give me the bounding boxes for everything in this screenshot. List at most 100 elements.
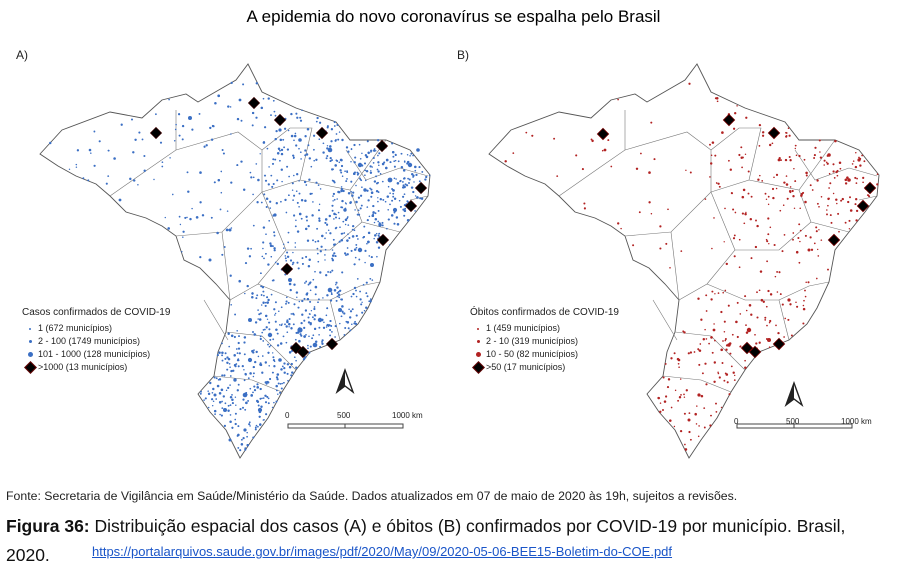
dot-icon: [28, 340, 32, 343]
municipality-dot: [338, 240, 341, 243]
municipality-dot: [402, 195, 405, 198]
municipality-dot: [313, 314, 316, 317]
municipality-dot: [379, 198, 382, 201]
municipality-dot: [338, 217, 341, 220]
municipality-dot: [401, 186, 405, 189]
municipality-dot: [265, 252, 267, 255]
municipality-dot: [854, 203, 857, 206]
municipality-dot: [553, 137, 556, 140]
municipality-dot: [291, 263, 294, 266]
municipality-dot: [355, 246, 358, 249]
municipality-dot: [216, 231, 219, 235]
municipality-dot: [341, 199, 344, 203]
municipality-dot: [221, 407, 224, 409]
municipality-dot: [402, 169, 406, 172]
municipality-dot: [709, 424, 712, 427]
municipality-dot: [829, 182, 832, 185]
diamond-icon: [23, 361, 37, 374]
municipality-dot: [250, 176, 253, 179]
municipality-dot: [331, 254, 335, 257]
municipality-dot: [199, 201, 202, 204]
municipality-dot: [341, 305, 344, 308]
municipality-dot: [314, 285, 318, 289]
municipality-dot: [785, 175, 788, 177]
municipality-dot: [372, 205, 375, 208]
municipality-dot: [286, 165, 289, 168]
municipality-dot: [230, 303, 233, 306]
municipality-dot: [346, 253, 349, 256]
municipality-dot: [683, 412, 686, 415]
municipality-dot: [723, 320, 726, 323]
municipality-dot: [288, 194, 290, 197]
municipality-dot: [303, 297, 306, 300]
municipality-dot: [252, 372, 255, 375]
municipality-dot: [256, 386, 259, 389]
scale-a-mid: 500: [337, 411, 351, 420]
municipality-dot: [175, 123, 177, 126]
municipality-dot: [392, 189, 395, 192]
municipality-dot: [354, 209, 356, 211]
municipality-dot: [381, 162, 385, 166]
municipality-dot: [811, 189, 814, 191]
municipality-dot: [246, 444, 249, 447]
municipality-dot: [836, 174, 839, 177]
municipality-dot: [669, 267, 671, 269]
municipality-dot: [266, 380, 269, 383]
municipality-dot: [265, 197, 269, 201]
municipality-dot: [277, 382, 280, 385]
source-link[interactable]: https://portalarquivos.saude.gov.br/imag…: [92, 544, 673, 559]
municipality-dot: [244, 447, 247, 450]
municipality-dot: [262, 301, 265, 304]
municipality-dot: [260, 304, 263, 306]
municipality-dot: [182, 236, 184, 238]
municipality-dot: [790, 334, 793, 337]
municipality-dot: [708, 342, 710, 345]
municipality-dot: [272, 245, 274, 247]
municipality-dot: [231, 398, 234, 401]
municipality-dot: [848, 228, 851, 230]
municipality-dot: [317, 301, 319, 303]
municipality-dot: [421, 170, 424, 173]
municipality-dot: [215, 398, 218, 400]
municipality-dot: [269, 378, 272, 380]
municipality-dot: [307, 144, 310, 147]
municipality-dot: [353, 248, 357, 251]
municipality-dot: [315, 120, 318, 123]
municipality-dot: [344, 170, 346, 173]
municipality-dot: [298, 192, 301, 195]
municipality-dot: [251, 111, 255, 115]
municipality-dot: [215, 377, 218, 380]
municipality-dot: [234, 313, 236, 316]
municipality-dot: [236, 117, 240, 121]
municipality-dot: [394, 153, 397, 156]
municipality-dot: [182, 230, 185, 233]
municipality-dot: [258, 415, 261, 418]
municipality-dot: [844, 221, 847, 224]
municipality-dot: [341, 310, 344, 313]
municipality-dot: [361, 311, 364, 314]
municipality-dot: [209, 381, 212, 385]
municipality-dot: [794, 180, 797, 183]
municipality-dot: [336, 292, 339, 294]
municipality-dot: [312, 278, 315, 281]
municipality-dot: [282, 243, 285, 246]
panel-a-label: A): [16, 48, 28, 62]
municipality-dot: [590, 138, 593, 141]
municipality-dot: [312, 134, 316, 137]
municipality-dot: [219, 208, 222, 211]
municipality-dot: [236, 352, 239, 354]
municipality-dot: [373, 149, 376, 152]
municipality-dot: [710, 414, 712, 417]
municipality-dot: [274, 158, 277, 161]
municipality-dot: [314, 270, 316, 273]
municipality-dot: [311, 192, 313, 195]
municipality-dot: [143, 169, 146, 172]
municipality-dot: [296, 116, 299, 119]
municipality-dot: [256, 201, 259, 204]
municipality-dot: [744, 212, 747, 216]
municipality-dot: [531, 134, 534, 137]
municipality-dot: [336, 198, 339, 200]
deaths-points: [504, 82, 879, 451]
municipality-dot: [802, 307, 806, 311]
municipality-dot: [345, 203, 347, 205]
